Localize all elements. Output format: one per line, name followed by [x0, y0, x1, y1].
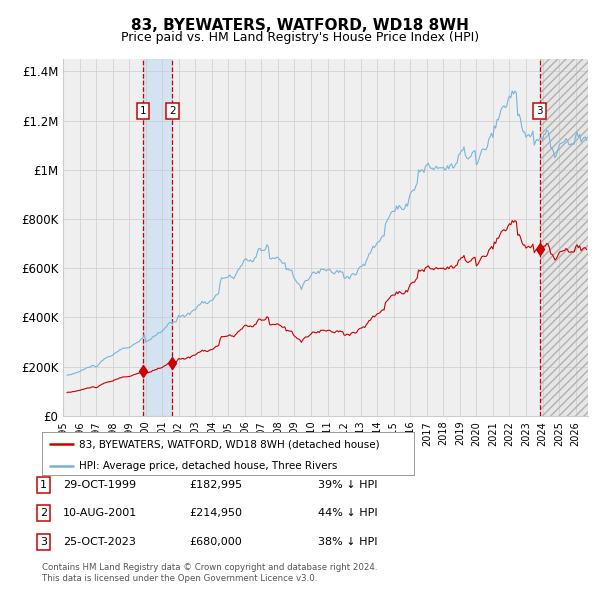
Text: Contains HM Land Registry data © Crown copyright and database right 2024.: Contains HM Land Registry data © Crown c… — [42, 563, 377, 572]
Text: Price paid vs. HM Land Registry's House Price Index (HPI): Price paid vs. HM Land Registry's House … — [121, 31, 479, 44]
Text: 25-OCT-2023: 25-OCT-2023 — [63, 537, 136, 546]
Text: 1: 1 — [40, 480, 47, 490]
Text: HPI: Average price, detached house, Three Rivers: HPI: Average price, detached house, Thre… — [79, 461, 338, 471]
Text: 3: 3 — [536, 106, 543, 116]
Text: 2: 2 — [169, 106, 176, 116]
Text: 44% ↓ HPI: 44% ↓ HPI — [318, 509, 377, 518]
Text: 1: 1 — [140, 106, 146, 116]
Text: This data is licensed under the Open Government Licence v3.0.: This data is licensed under the Open Gov… — [42, 574, 317, 583]
Text: 29-OCT-1999: 29-OCT-1999 — [63, 480, 136, 490]
Text: 3: 3 — [40, 537, 47, 546]
Bar — [539, 59, 588, 416]
Text: 83, BYEWATERS, WATFORD, WD18 8WH (detached house): 83, BYEWATERS, WATFORD, WD18 8WH (detach… — [79, 440, 380, 450]
Text: £214,950: £214,950 — [189, 509, 242, 518]
Bar — [539, 59, 588, 416]
Bar — [143, 59, 172, 416]
Text: £680,000: £680,000 — [189, 537, 242, 546]
Text: £182,995: £182,995 — [189, 480, 242, 490]
Text: 39% ↓ HPI: 39% ↓ HPI — [318, 480, 377, 490]
Text: 2: 2 — [40, 509, 47, 518]
Text: 10-AUG-2001: 10-AUG-2001 — [63, 509, 137, 518]
Text: 38% ↓ HPI: 38% ↓ HPI — [318, 537, 377, 546]
Text: 83, BYEWATERS, WATFORD, WD18 8WH: 83, BYEWATERS, WATFORD, WD18 8WH — [131, 18, 469, 32]
